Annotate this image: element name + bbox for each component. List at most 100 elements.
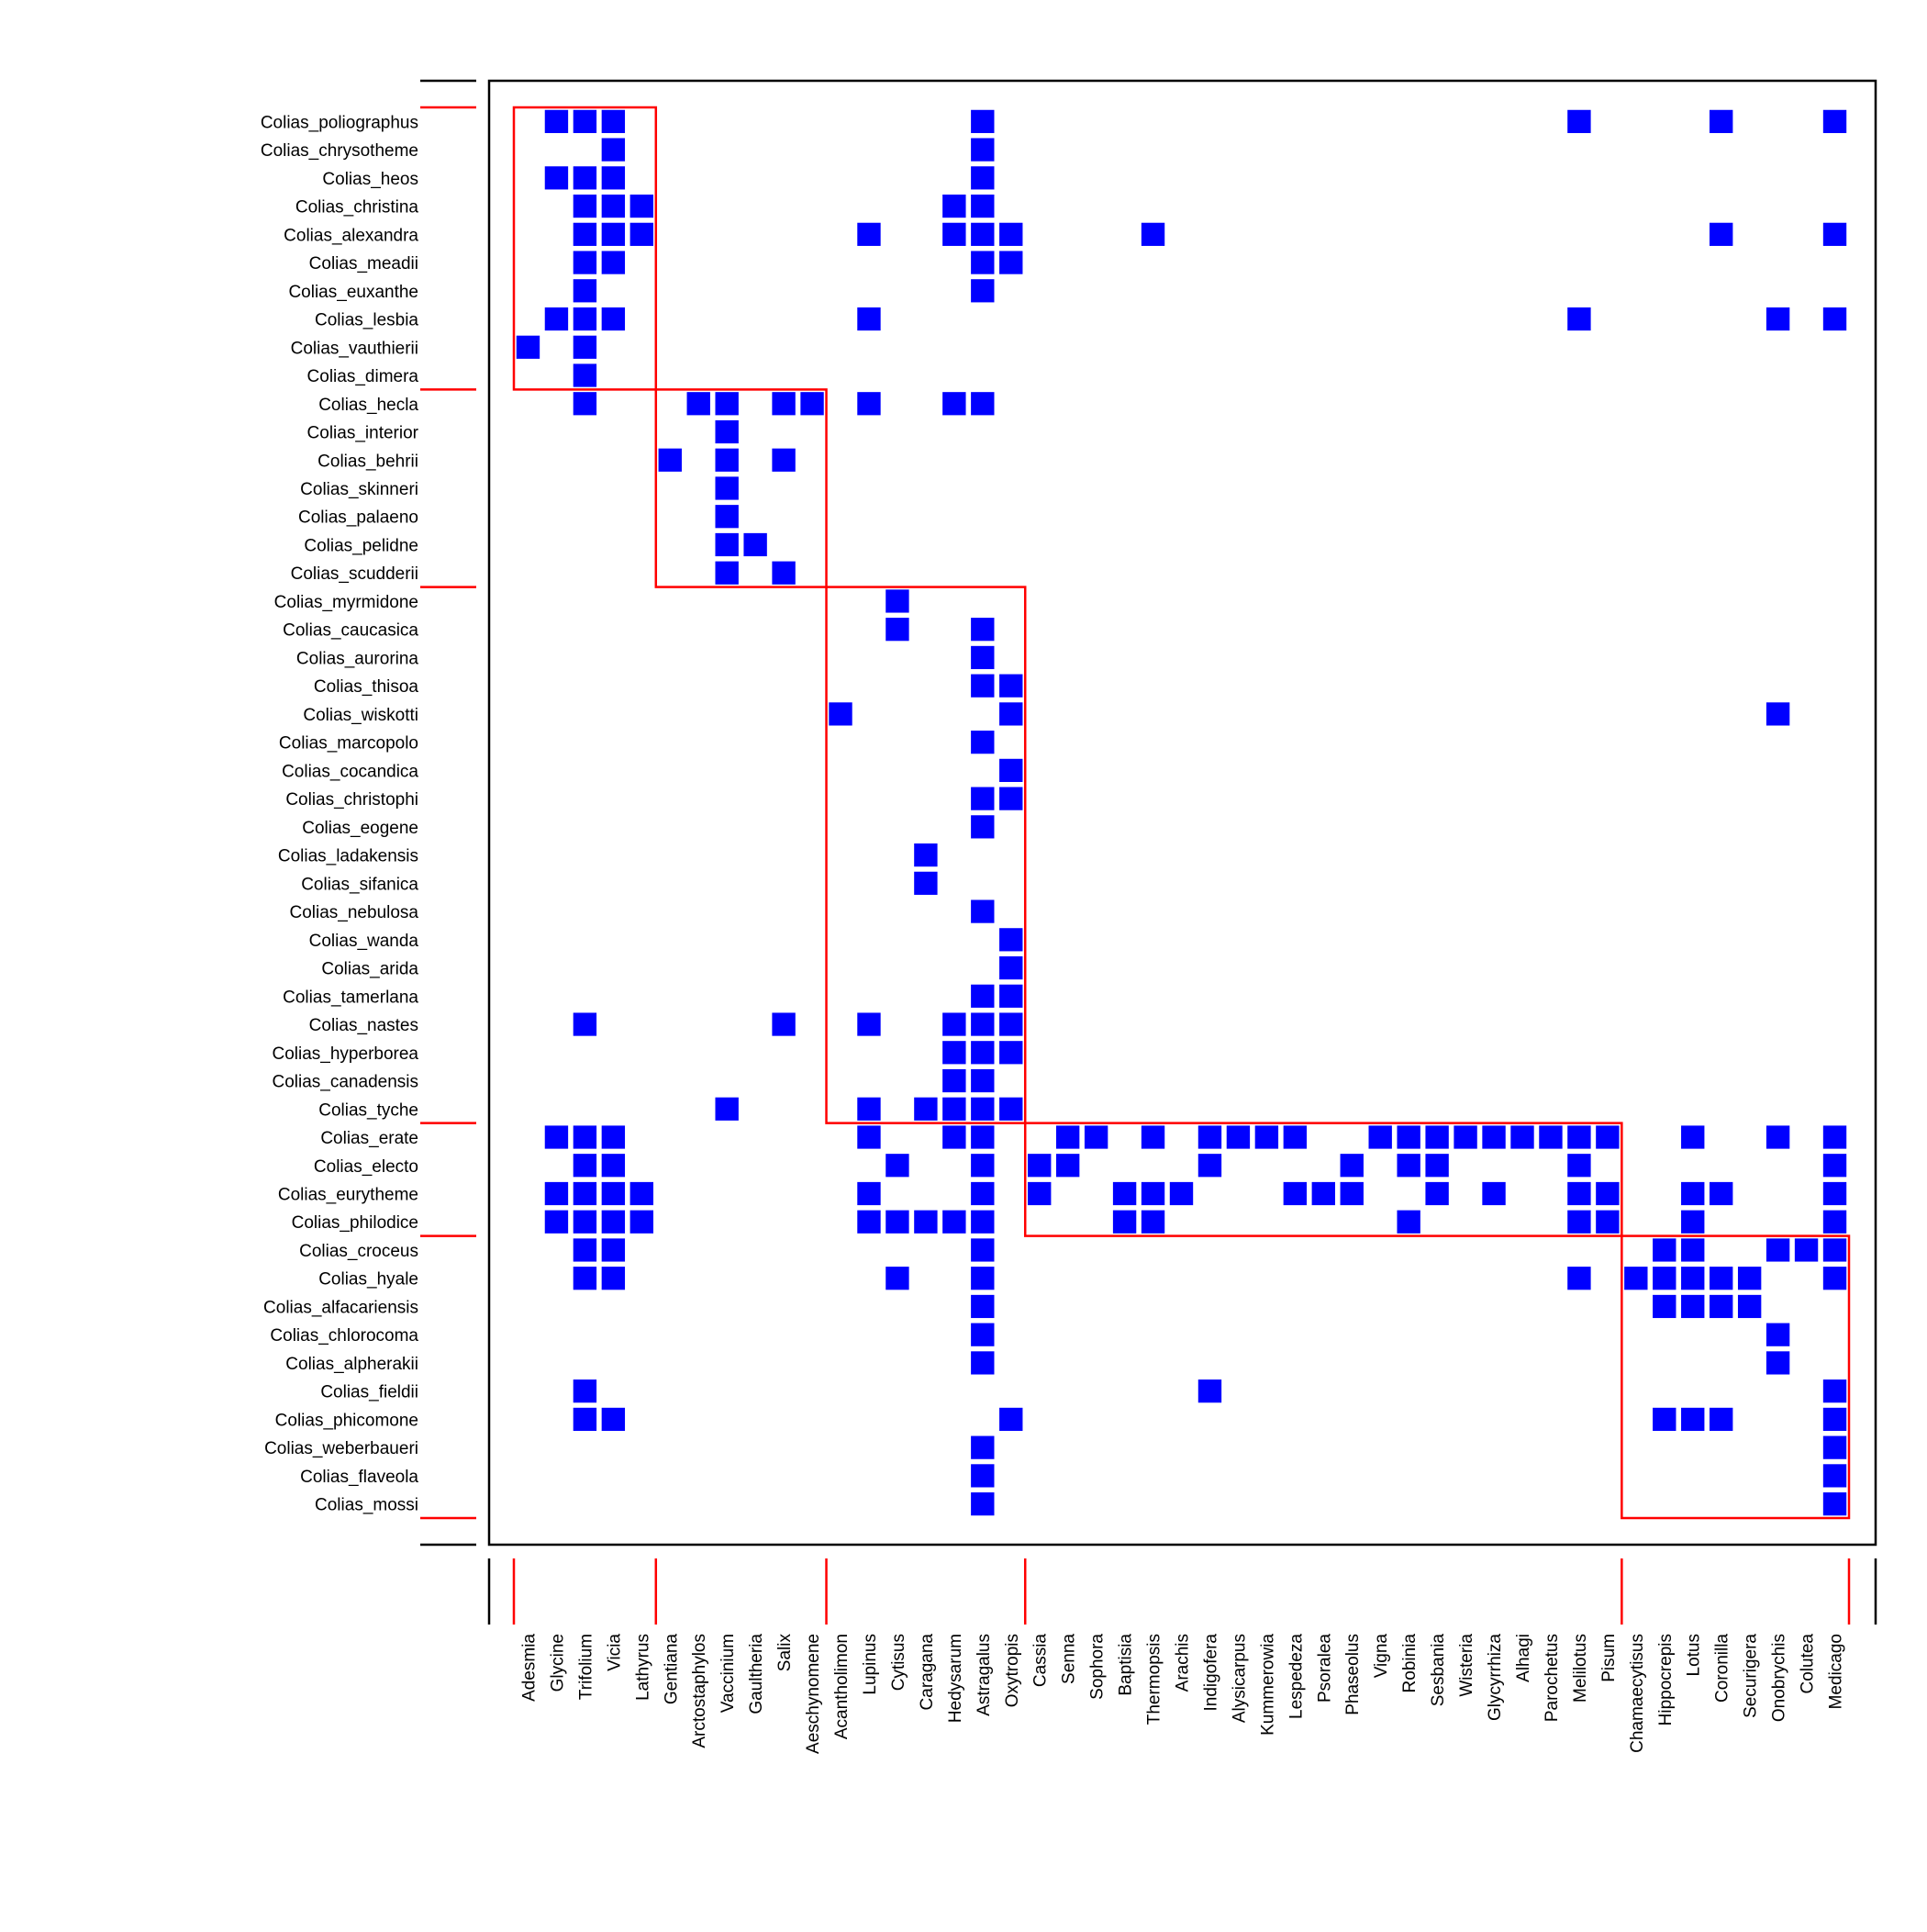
matrix-cell <box>573 392 597 416</box>
matrix-cell <box>601 1238 626 1262</box>
matrix-cell <box>971 1492 995 1516</box>
matrix-cell <box>971 787 995 810</box>
matrix-cell <box>715 505 739 529</box>
matrix-cell <box>999 758 1023 782</box>
row-label: Colias_hecla <box>318 396 418 415</box>
ticks-layer <box>420 79 1877 1625</box>
column-label: Glycyrrhiza <box>1486 1634 1505 1721</box>
row-label: Colias_marcopolo <box>279 734 418 754</box>
matrix-cell <box>971 1181 995 1206</box>
matrix-cell <box>971 731 995 754</box>
matrix-cell <box>601 1125 626 1149</box>
column-label: Kummerowia <box>1258 1634 1277 1736</box>
column-label: Lupinus <box>861 1634 880 1695</box>
matrix-cell <box>1112 1181 1137 1206</box>
matrix-cell <box>857 392 881 416</box>
matrix-cell <box>715 1097 739 1121</box>
matrix-cell <box>601 1154 626 1178</box>
matrix-cell <box>1822 1181 1847 1206</box>
matrix-cell <box>1596 1210 1620 1234</box>
row-label: Colias_tamerlana <box>283 988 418 1007</box>
matrix-cell <box>1340 1154 1364 1178</box>
matrix-cell <box>971 1154 995 1178</box>
matrix-cell <box>829 702 852 726</box>
column-label: Chamaecytisus <box>1628 1634 1647 1753</box>
column-label: Sesbania <box>1429 1634 1448 1707</box>
matrix-cell <box>1709 109 1733 133</box>
module-box <box>1023 1122 1623 1237</box>
matrix-cell <box>857 1181 881 1206</box>
matrix-cell <box>1822 1492 1847 1516</box>
row-label: Colias_alpherakii <box>285 1355 418 1374</box>
column-label: Medicago <box>1827 1634 1846 1709</box>
matrix-cell <box>1084 1125 1108 1149</box>
matrix-cell <box>1397 1210 1420 1234</box>
matrix-cell <box>1822 1154 1847 1178</box>
column-label: Hedysarum <box>946 1634 965 1723</box>
matrix-cell <box>886 589 909 613</box>
row-label: Colias_fieldii <box>320 1383 418 1402</box>
matrix-cell <box>1765 307 1790 331</box>
matrix-cell <box>971 222 995 246</box>
column-label: Parochetus <box>1543 1634 1562 1722</box>
matrix-cell <box>1681 1210 1705 1234</box>
matrix-cell <box>971 674 995 698</box>
matrix-cell <box>1596 1125 1620 1149</box>
row-label: Colias_eurytheme <box>278 1185 418 1204</box>
matrix-cell <box>573 1407 597 1432</box>
matrix-cell <box>971 109 995 133</box>
matrix-cell <box>1567 109 1591 133</box>
matrix-cell <box>971 1210 995 1234</box>
row-label: Colias_scudderii <box>291 564 418 584</box>
matrix-cell <box>1425 1181 1449 1206</box>
row-label: Colias_meadii <box>309 254 418 274</box>
matrix-cell <box>1567 1154 1591 1178</box>
matrix-cell <box>971 1097 995 1121</box>
row-labels-layer: Colias_poliographus Colias_chrysotheme Col… <box>261 113 419 1514</box>
matrix-cell <box>857 307 881 331</box>
row-label: Colias_flaveola <box>300 1468 418 1487</box>
column-label: Lespedeza <box>1287 1634 1306 1719</box>
matrix-cell <box>544 1181 569 1206</box>
matrix-cell <box>971 138 995 162</box>
column-label: Securigera <box>1742 1634 1761 1718</box>
matrix-cell <box>1765 1125 1790 1149</box>
column-label: Arctostaphylos <box>690 1634 709 1748</box>
plot-frame <box>487 79 1877 1547</box>
matrix-cell <box>1141 222 1165 246</box>
matrix-cell <box>772 448 796 472</box>
matrix-cell <box>971 1323 995 1346</box>
matrix-cell <box>772 392 796 416</box>
row-label: Colias_alfacariensis <box>263 1298 418 1317</box>
matrix-cell <box>942 1041 966 1065</box>
matrix-cell <box>1283 1125 1308 1149</box>
module-box <box>1621 1234 1851 1520</box>
row-label: Colias_thisoa <box>314 677 418 697</box>
matrix-cell <box>629 1181 654 1206</box>
column-label: Vicia <box>605 1634 624 1671</box>
matrix-cell <box>857 1012 881 1036</box>
matrix-cell <box>1425 1125 1449 1149</box>
row-label: Colias_caucasica <box>283 621 418 641</box>
column-labels-layer: Adesmia Glycine Trifolium Vicia Lathyrus Gent… <box>519 1634 1845 1754</box>
row-label: Colias_wiskotti <box>303 706 418 725</box>
matrix-cell <box>573 1125 597 1149</box>
matrix-cell <box>1822 1464 1847 1488</box>
row-label: Colias_electo <box>314 1157 418 1177</box>
matrix-cell <box>544 109 569 133</box>
matrix-cell <box>971 984 995 1008</box>
matrix-cell <box>1681 1294 1705 1319</box>
matrix-cell <box>1709 222 1733 246</box>
matrix-cell <box>942 1097 966 1121</box>
matrix-cell <box>971 1435 995 1459</box>
matrix-cell <box>1055 1125 1080 1149</box>
row-label: Colias_eogene <box>302 819 418 838</box>
matrix-cell <box>1709 1407 1733 1432</box>
module-box <box>825 586 1027 1124</box>
matrix-cell <box>544 166 569 190</box>
frame-layer <box>487 79 1877 1547</box>
column-label: Cassia <box>1031 1634 1051 1688</box>
matrix-cell <box>886 618 909 642</box>
column-label: Baptisia <box>1117 1634 1136 1696</box>
